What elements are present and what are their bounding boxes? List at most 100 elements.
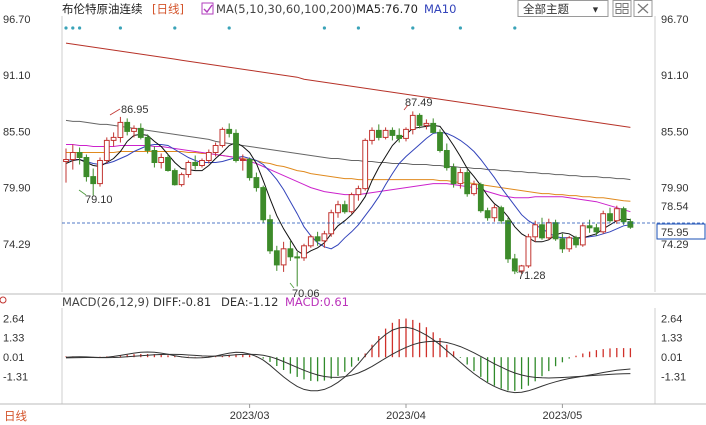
price-tick-left: 79.90 xyxy=(3,183,31,195)
price-tick-left: 96.70 xyxy=(3,14,31,26)
period-label[interactable]: 日线 xyxy=(4,409,27,423)
macd-tick-left: 2.64 xyxy=(3,314,24,326)
candle-body xyxy=(192,162,199,166)
candle-body xyxy=(396,134,403,139)
price-tick-left: 91.10 xyxy=(3,70,31,82)
candle-body xyxy=(307,236,314,247)
candle-body xyxy=(63,159,69,162)
candle-body xyxy=(131,127,137,132)
candle-body xyxy=(355,188,362,196)
macd-diff-value: DIFF:-0.81 xyxy=(153,295,211,309)
candle-body xyxy=(457,172,464,185)
ma30-line xyxy=(66,144,631,213)
date-tick-label: 2023/05 xyxy=(543,410,583,422)
candle-body xyxy=(165,157,171,171)
event-dot[interactable] xyxy=(71,26,75,30)
candle-body xyxy=(178,174,185,186)
candle-body xyxy=(110,136,117,141)
candle-body xyxy=(471,184,477,195)
candle-body xyxy=(335,204,341,214)
event-dot[interactable] xyxy=(118,26,122,30)
candle-body xyxy=(573,237,579,246)
candle-body xyxy=(362,139,369,190)
low-annotation-1: 79.10 xyxy=(85,194,113,206)
candle-body xyxy=(389,129,396,136)
close-icon[interactable] xyxy=(633,0,653,17)
candle-body xyxy=(586,225,593,229)
candle-body xyxy=(423,122,430,126)
theme-dropdown-button[interactable]: 全部主题 ▼ xyxy=(517,0,609,17)
event-dot[interactable] xyxy=(322,26,326,30)
candle-body xyxy=(491,207,498,219)
candle-body xyxy=(212,145,219,153)
price-tick-right: 79.90 xyxy=(661,183,689,195)
period-tag: [日线] xyxy=(152,2,184,16)
candle-body xyxy=(246,159,253,179)
low-annotation-2: 70.06 xyxy=(292,288,320,300)
candle-body xyxy=(437,131,443,151)
candle-body xyxy=(593,227,600,233)
candle-body xyxy=(409,114,416,131)
candle-body xyxy=(171,170,178,186)
macd-tick-left: -1.31 xyxy=(3,371,28,383)
candle-body xyxy=(375,129,382,138)
date-tick-label: 2023/03 xyxy=(230,410,270,422)
macd-title: MACD(26,12,9) xyxy=(62,295,149,309)
ma-legend-label: MA(5,10,30,60,100,200) xyxy=(216,2,356,16)
ma10-line xyxy=(65,131,631,250)
candle-body xyxy=(294,256,301,259)
candle-body xyxy=(260,187,267,221)
candle-body xyxy=(267,219,273,252)
event-dot[interactable] xyxy=(78,26,82,30)
candlestick-series xyxy=(63,111,634,287)
ma60-line xyxy=(66,151,631,202)
candle-body xyxy=(613,208,620,222)
candle-body xyxy=(287,248,294,258)
panel-drag-handle[interactable] xyxy=(0,296,7,304)
candle-body xyxy=(219,128,226,146)
macd-lines xyxy=(65,326,631,394)
event-markers xyxy=(64,26,517,30)
candle-body xyxy=(199,160,205,166)
candle-body xyxy=(341,204,348,213)
candle-body xyxy=(144,136,151,151)
low-annotation-1-leader xyxy=(78,189,87,196)
candle-body xyxy=(321,233,328,242)
event-dot[interactable] xyxy=(513,26,517,30)
candle-body xyxy=(90,176,97,185)
date-tick-label: 2023/04 xyxy=(386,410,426,422)
event-dot[interactable] xyxy=(64,26,68,30)
event-dot[interactable] xyxy=(458,26,462,30)
event-dot[interactable] xyxy=(356,26,360,30)
ma-legend-checkbox[interactable] xyxy=(201,2,214,15)
candle-body xyxy=(239,159,246,161)
candle-body xyxy=(566,237,573,250)
candle-body xyxy=(69,152,76,160)
high-annotation-1: 86.95 xyxy=(121,104,149,116)
low-annotation-2-leader xyxy=(289,282,295,289)
candle-body xyxy=(607,213,613,222)
price-axis-ticks: 96.70 96.70 91.10 91.10 85.50 85.50 79.90 79.90… xyxy=(3,14,689,251)
event-dot[interactable] xyxy=(411,26,415,30)
candle-body xyxy=(117,121,124,139)
candle-body xyxy=(151,150,158,163)
candle-body xyxy=(627,221,634,228)
candle-body xyxy=(226,128,233,134)
gallery-icon[interactable] xyxy=(612,0,632,17)
candle-body xyxy=(464,172,471,195)
checkmark-icon xyxy=(203,4,213,14)
candle-body xyxy=(403,128,409,139)
candle-body xyxy=(450,167,457,185)
candle-body xyxy=(545,222,552,239)
candle-body xyxy=(498,207,505,222)
ma60-value-tag: 78.54 xyxy=(661,201,689,213)
candle-body xyxy=(158,157,165,163)
high-annotation-2: 87.49 xyxy=(405,97,433,109)
low-annotation-3: 71.28 xyxy=(518,270,546,282)
event-dot[interactable] xyxy=(227,26,231,30)
low-annotation-3-leader xyxy=(511,267,519,274)
ma10-legend-value: MA10 xyxy=(424,2,456,16)
candle-body xyxy=(416,114,423,126)
candle-body xyxy=(280,248,287,266)
event-dot[interactable] xyxy=(173,26,177,30)
